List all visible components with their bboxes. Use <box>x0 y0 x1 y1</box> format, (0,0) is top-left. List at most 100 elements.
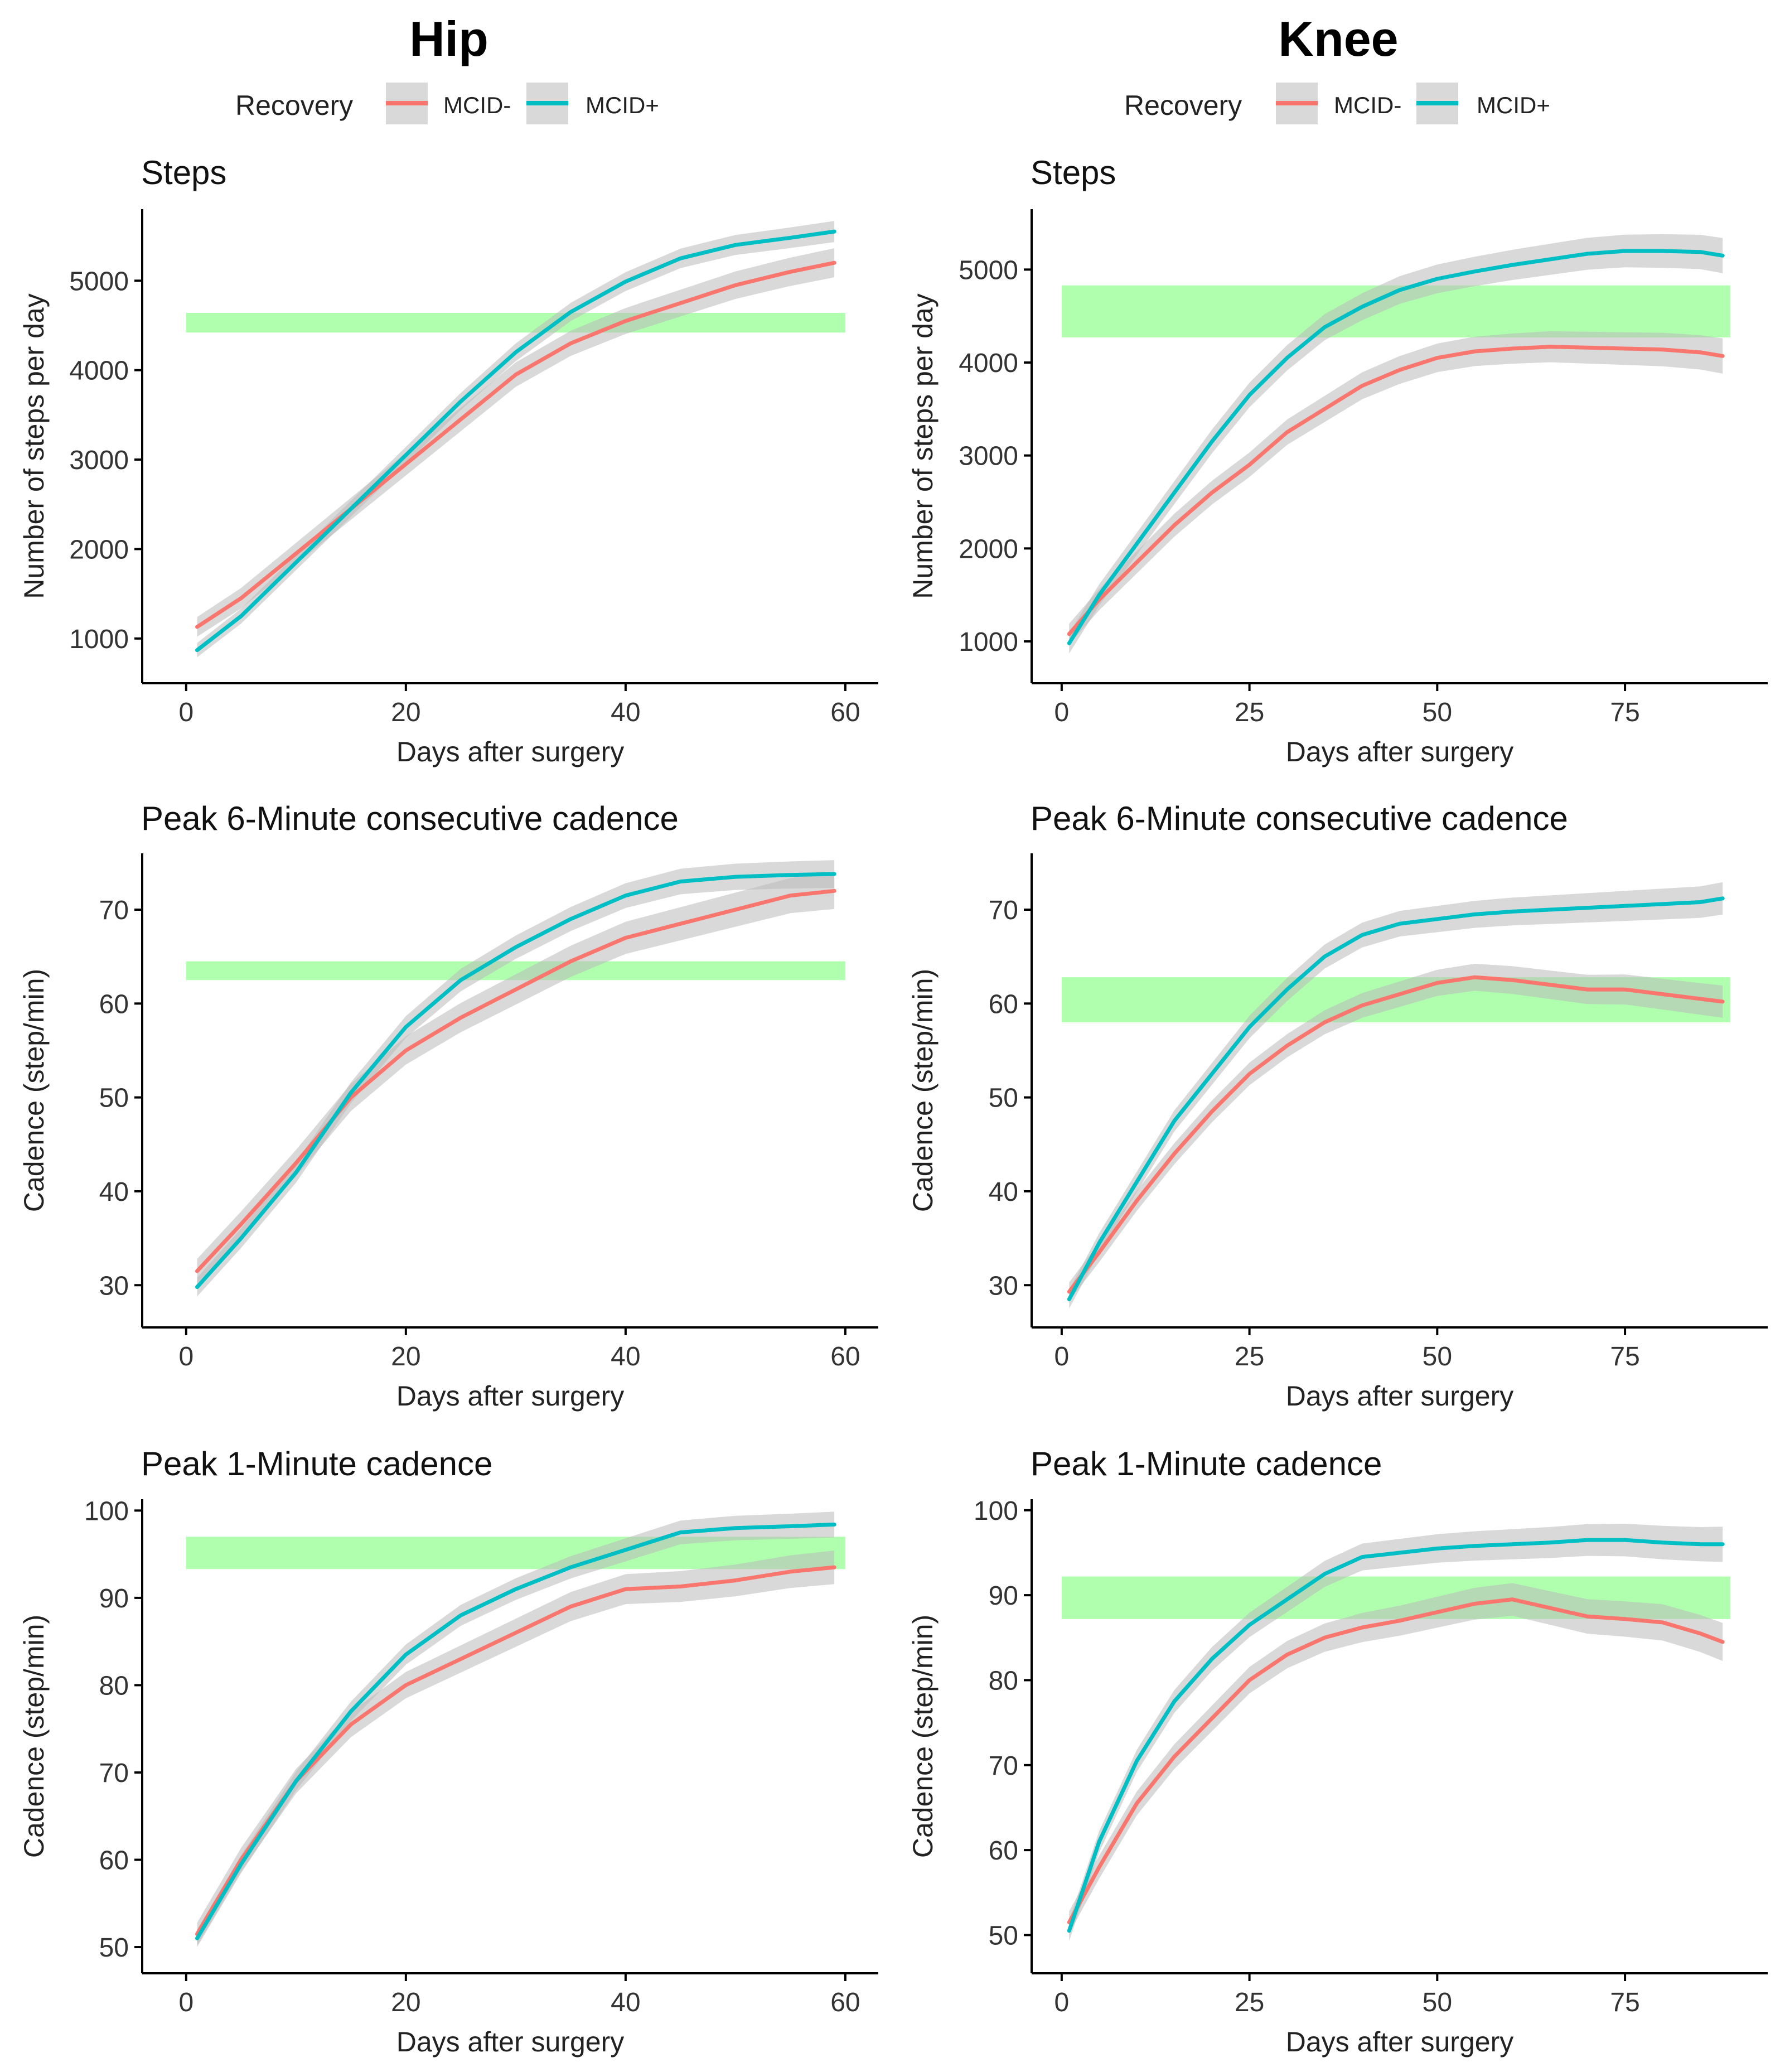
y-tick-label: 40 <box>989 1177 1018 1207</box>
y-tick-label: 3000 <box>959 442 1018 471</box>
confidence-ribbon-mcid-plus <box>1069 882 1723 1309</box>
confidence-ribbon-mcid-minus <box>1069 1583 1723 1934</box>
series-line-mcid-minus <box>1067 975 1725 1294</box>
legend-label-mcid-plus: MCID+ <box>586 92 659 118</box>
column-headers: Hip Knee Recovery MCID- MCID+ Recovery M… <box>235 11 1550 124</box>
x-tick-label: 75 <box>1610 1988 1639 2017</box>
x-tick-label: 0 <box>178 1988 194 2017</box>
y-tick-label: 40 <box>99 1177 129 1207</box>
x-tick-label: 60 <box>830 1342 860 1371</box>
y-tick-label: 3000 <box>69 446 129 475</box>
x-tick-label: 75 <box>1610 698 1639 727</box>
panel-title: Peak 1-Minute cadence <box>1031 1445 1382 1482</box>
x-tick-label: 0 <box>1054 698 1070 727</box>
legend-label-mcid-plus: MCID+ <box>1477 92 1550 118</box>
chart-panel: Steps 0 20 40 60 1000 2000 3000 4000 5000 Days aft… <box>18 154 878 767</box>
confidence-ribbon-mcid-minus <box>1069 331 1723 644</box>
series-line-mcid-minus <box>195 260 836 629</box>
x-tick-label: 60 <box>830 1988 860 2017</box>
x-tick-label: 20 <box>391 1988 420 2017</box>
y-axis-title: Number of steps per day <box>18 293 50 599</box>
x-tick-label: 20 <box>391 698 420 727</box>
y-tick-label: 1000 <box>69 625 129 654</box>
y-tick-label: 60 <box>989 989 1018 1019</box>
mcid-threshold-band <box>186 313 845 333</box>
x-tick-label: 40 <box>611 1988 640 2017</box>
legend-knee: Recovery MCID- MCID+ <box>1124 83 1550 124</box>
y-tick-label: 50 <box>989 1084 1018 1113</box>
x-tick-label: 25 <box>1235 1988 1264 2017</box>
x-tick-label: 50 <box>1423 1342 1452 1371</box>
x-axis-title: Days after surgery <box>1286 2026 1513 2057</box>
x-tick-label: 0 <box>178 1342 194 1371</box>
series-line-mcid-minus <box>1067 345 1725 636</box>
x-tick-label: 60 <box>830 698 860 727</box>
chart-panel: Peak 6-Minute consecutive cadence 0 25 50 75… <box>907 800 1768 1412</box>
legend-title: Recovery <box>235 90 353 121</box>
confidence-ribbon-mcid-minus <box>197 872 835 1283</box>
panel-title: Peak 6-Minute consecutive cadence <box>1031 800 1568 837</box>
y-tick-label: 60 <box>99 1846 129 1876</box>
y-tick-label: 30 <box>989 1271 1018 1301</box>
column-title-knee: Knee <box>1278 11 1398 66</box>
x-tick-label: 0 <box>1054 1342 1070 1371</box>
legend-hip: Recovery MCID- MCID+ <box>235 83 659 124</box>
y-axis-title: Cadence (step/min) <box>18 1615 50 1858</box>
x-tick-label: 50 <box>1423 698 1452 727</box>
y-tick-label: 50 <box>989 1921 1018 1950</box>
x-axis-title: Days after surgery <box>396 736 624 767</box>
series-line-mcid-plus <box>1067 1538 1725 1933</box>
y-tick-label: 90 <box>989 1581 1018 1611</box>
x-tick-label: 40 <box>611 1342 640 1371</box>
legend-label-mcid-minus: MCID- <box>443 92 511 118</box>
y-tick-label: 50 <box>99 1933 129 1963</box>
series-line-mcid-plus <box>195 1522 836 1940</box>
y-tick-label: 70 <box>989 1751 1018 1781</box>
y-tick-label: 90 <box>99 1584 129 1614</box>
x-axis-title: Days after surgery <box>396 1380 624 1412</box>
x-axis-title: Days after surgery <box>1286 736 1513 767</box>
y-axis-title: Cadence (step/min) <box>907 969 939 1212</box>
y-tick-label: 50 <box>99 1084 129 1113</box>
confidence-ribbon-mcid-plus <box>197 1511 835 1947</box>
y-tick-label: 4000 <box>69 356 129 386</box>
y-tick-label: 70 <box>989 896 1018 925</box>
y-tick-label: 5000 <box>69 267 129 296</box>
y-tick-label: 60 <box>99 989 129 1019</box>
x-tick-label: 25 <box>1235 698 1264 727</box>
series-line-mcid-minus <box>195 888 836 1273</box>
y-tick-label: 4000 <box>959 349 1018 378</box>
y-tick-label: 30 <box>99 1271 129 1301</box>
legend-title: Recovery <box>1124 90 1242 121</box>
series-line-mcid-plus <box>1067 249 1725 645</box>
series-line-mcid-minus <box>1067 1597 1725 1925</box>
x-axis-title: Days after surgery <box>1286 1380 1513 1412</box>
panel-title: Peak 1-Minute cadence <box>141 1445 492 1482</box>
chart-panel: Peak 6-Minute consecutive cadence 0 20 40 60… <box>18 800 878 1412</box>
legend-label-mcid-minus: MCID- <box>1334 92 1401 118</box>
y-tick-label: 100 <box>84 1496 129 1526</box>
y-axis-title: Cadence (step/min) <box>18 969 50 1212</box>
x-tick-label: 0 <box>1054 1988 1070 2017</box>
series-line-mcid-plus <box>195 229 836 653</box>
y-tick-label: 80 <box>989 1666 1018 1696</box>
y-tick-label: 5000 <box>959 255 1018 285</box>
confidence-ribbon-mcid-minus <box>197 248 835 637</box>
y-tick-label: 2000 <box>69 535 129 564</box>
y-tick-label: 70 <box>99 896 129 925</box>
panel-title: Peak 6-Minute consecutive cadence <box>141 800 679 837</box>
chart-panel: Peak 1-Minute cadence 0 25 50 75 50 60 70 80 90 10… <box>907 1445 1768 2057</box>
y-tick-label: 1000 <box>959 627 1018 657</box>
series-line-mcid-plus <box>195 872 836 1289</box>
column-title-hip: Hip <box>409 11 488 66</box>
y-axis-title: Number of steps per day <box>907 293 939 599</box>
panel-title: Steps <box>141 154 226 191</box>
x-tick-label: 40 <box>611 698 640 727</box>
x-axis-title: Days after surgery <box>396 2026 624 2057</box>
confidence-ribbon-mcid-minus <box>1069 963 1723 1301</box>
y-tick-label: 2000 <box>959 534 1018 564</box>
y-tick-label: 70 <box>99 1759 129 1788</box>
x-tick-label: 25 <box>1235 1342 1264 1371</box>
